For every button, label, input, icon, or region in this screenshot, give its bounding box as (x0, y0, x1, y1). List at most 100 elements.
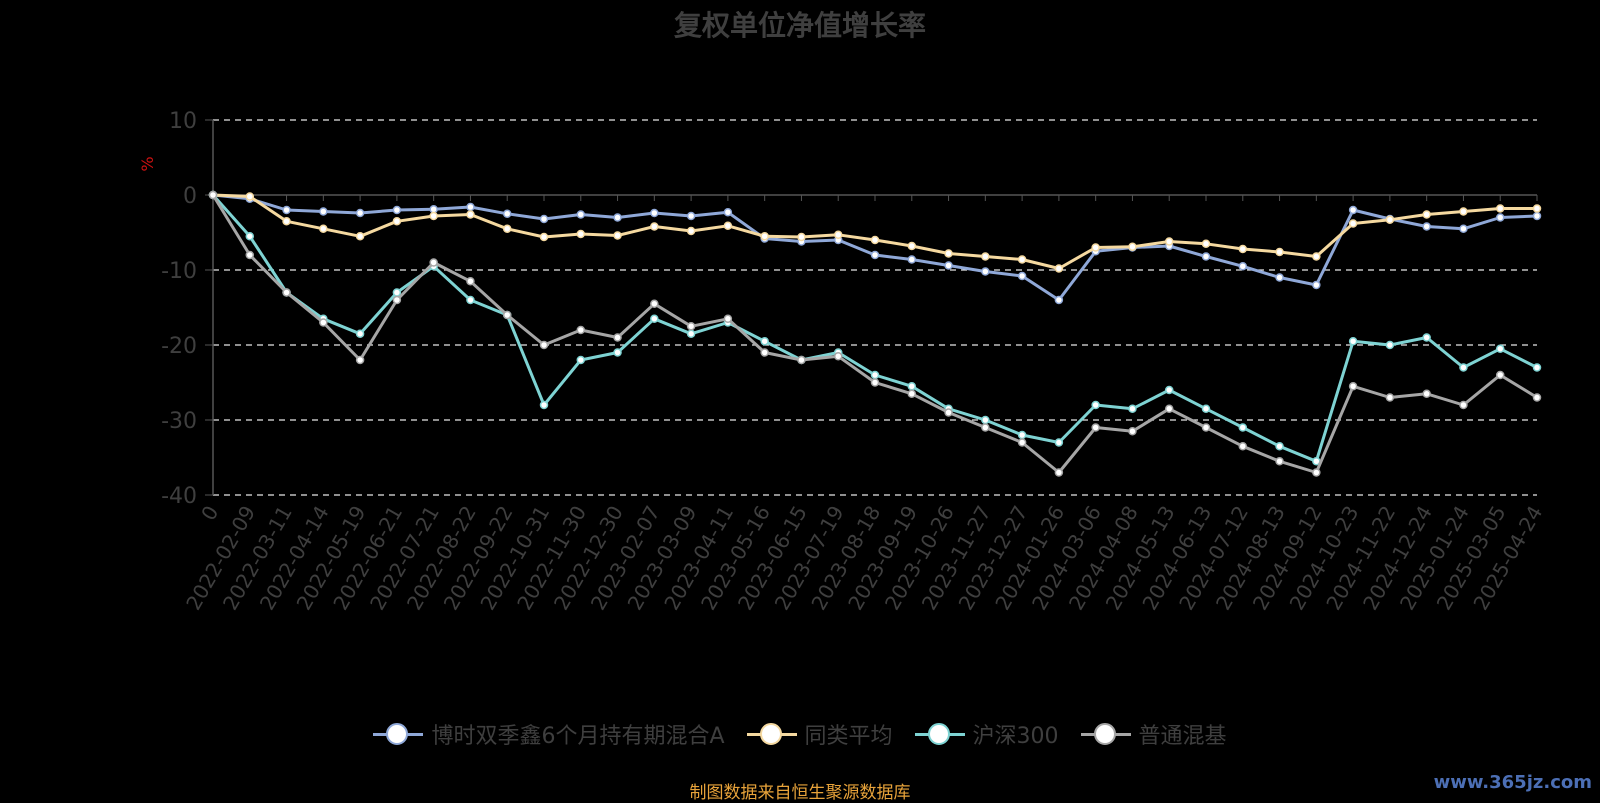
data-point (723, 314, 733, 323)
data-point (1054, 264, 1064, 273)
data-point (1459, 400, 1468, 410)
data-point (1532, 363, 1542, 372)
legend-circle-icon (914, 723, 965, 745)
data-point (392, 295, 402, 305)
data-point (1385, 215, 1395, 224)
data-point (613, 231, 622, 240)
y-axis-label: % (138, 156, 157, 171)
legend-circle-icon (373, 723, 424, 745)
data-point (1495, 344, 1505, 353)
data-point (723, 221, 733, 230)
data-point (1532, 204, 1542, 213)
data-point (1459, 363, 1468, 372)
data-point (797, 232, 806, 242)
data-point (944, 249, 953, 258)
data-point (1238, 423, 1248, 432)
legend: 博时双季鑫6个月持有期混合A 同类平均 沪深300 普通混基 (0, 718, 1600, 750)
data-point (1128, 242, 1137, 251)
y-tick-label: -30 (161, 409, 197, 434)
data-point (1385, 340, 1395, 350)
data-point (1532, 393, 1542, 402)
data-point (1348, 382, 1358, 391)
data-point (576, 325, 586, 335)
data-point (576, 210, 586, 219)
data-point (245, 250, 255, 260)
data-point (466, 295, 475, 305)
data-point (1017, 438, 1027, 447)
data-point (355, 329, 365, 338)
data-point (1201, 252, 1211, 261)
data-point (613, 333, 622, 342)
data-point (1201, 239, 1211, 248)
data-point (1091, 423, 1100, 432)
data-point (981, 423, 990, 432)
data-point (466, 202, 475, 212)
data-point (686, 226, 696, 236)
data-point (907, 255, 917, 264)
data-point (319, 224, 328, 233)
data-point (907, 241, 917, 251)
data-point (1054, 468, 1064, 477)
legend-label: 沪深300 (972, 724, 1059, 749)
data-point (1275, 457, 1284, 466)
data-point (686, 329, 696, 338)
data-point (1348, 205, 1358, 215)
data-point (319, 207, 328, 216)
data-point (1422, 210, 1431, 219)
legend-label: 普通混基 (1138, 724, 1227, 749)
data-point (907, 389, 917, 398)
data-point (833, 230, 843, 239)
data-point (502, 209, 512, 218)
legend-item-series-1[interactable]: 同类平均 (746, 718, 893, 750)
data-point (1422, 333, 1431, 342)
data-point (1459, 207, 1468, 216)
data-point (576, 229, 586, 239)
data-point (723, 208, 733, 217)
data-point (355, 232, 365, 241)
legend-item-series-2[interactable]: 沪深300 (914, 718, 1059, 750)
y-tick-label: -40 (161, 484, 197, 509)
data-point (1128, 404, 1137, 413)
data-point (1495, 204, 1505, 213)
data-point (870, 250, 880, 260)
data-point (1312, 280, 1321, 290)
data-point (1054, 438, 1064, 447)
legend-item-series-3[interactable]: 普通混基 (1080, 718, 1227, 750)
data-point (1275, 442, 1284, 451)
data-point (539, 400, 549, 410)
data-point (613, 348, 622, 357)
legend-circle-icon (746, 723, 797, 745)
data-point (1128, 427, 1137, 436)
data-point (650, 299, 659, 308)
data-point (870, 370, 880, 380)
chart-title: 复权单位净值增长率 (673, 9, 926, 42)
data-point (1348, 337, 1358, 346)
legend-item-series-0[interactable]: 博时双季鑫6个月持有期混合A (373, 718, 725, 750)
data-point (613, 213, 622, 222)
data-point (282, 205, 291, 215)
data-point (981, 267, 990, 276)
data-point (1017, 271, 1027, 281)
data-point (650, 208, 659, 218)
data-point (1164, 385, 1174, 395)
data-point (1054, 295, 1064, 305)
data-point (760, 348, 769, 357)
data-point (429, 205, 438, 214)
data-point (576, 355, 586, 365)
data-point (870, 378, 880, 387)
data-point (245, 232, 255, 241)
data-point (392, 217, 402, 226)
data-point (539, 214, 549, 224)
data-point (1238, 262, 1248, 271)
data-point (760, 337, 769, 346)
data-point (686, 322, 696, 331)
data-point (760, 232, 769, 241)
data-point (1164, 237, 1174, 246)
data-point (1275, 247, 1284, 257)
data-point (870, 235, 880, 245)
legend-circle-icon (1080, 723, 1131, 745)
y-tick-label: 0 (183, 184, 197, 209)
data-point (1201, 404, 1211, 413)
legend-label: 博时双季鑫6个月持有期混合A (431, 724, 725, 749)
data-point (944, 408, 953, 417)
